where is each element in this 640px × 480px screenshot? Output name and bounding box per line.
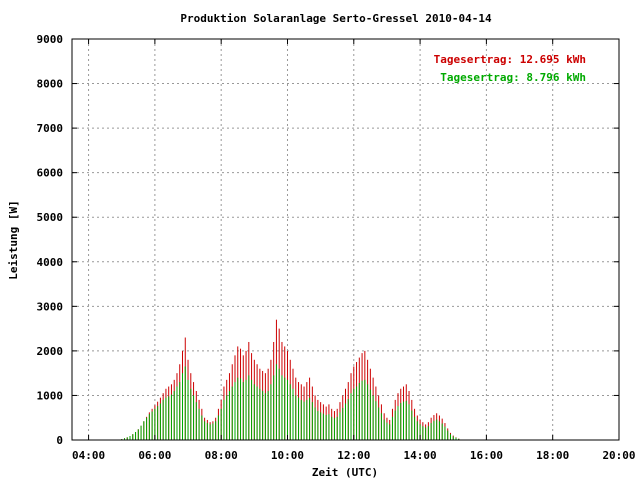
x-tick-label: 14:00 <box>404 449 437 462</box>
y-axis-ticks: 0 1000 2000 3000 4000 5000 6000 7000 8000 9000 <box>37 33 619 447</box>
x-tick-label: 16:00 <box>470 449 503 462</box>
y-tick-label: 8000 <box>37 78 64 91</box>
x-tick-label: 10:00 <box>271 449 304 462</box>
y-tick-label: 0 <box>56 434 63 447</box>
y-tick-label: 1000 <box>37 389 64 402</box>
x-tick-label: 20:00 <box>602 449 635 462</box>
y-tick-label: 5000 <box>37 211 64 224</box>
y-tick-label: 7000 <box>37 122 64 135</box>
x-tick-label: 08:00 <box>205 449 238 462</box>
x-tick-label: 18:00 <box>536 449 569 462</box>
y-axis-label: Leistung [W] <box>7 200 20 279</box>
bars <box>121 319 460 440</box>
x-tick-label: 12:00 <box>337 449 370 462</box>
x-axis-ticks: 04:00 06:00 08:00 10:00 12:00 14:00 16:00 18:00… <box>72 39 636 462</box>
chart-title: Produktion Solaranlage Serto-Gressel 201… <box>180 12 492 25</box>
grid <box>72 39 620 440</box>
legend-entry-green: Tagesertrag: 8.796 kWh <box>440 71 586 84</box>
x-axis-label: Zeit (UTC) <box>312 466 378 479</box>
x-tick-label: 04:00 <box>72 449 105 462</box>
y-tick-label: 3000 <box>37 300 64 313</box>
legend-entry-red: Tagesertrag: 12.695 kWh <box>434 53 586 66</box>
plot-frame <box>71 38 620 441</box>
x-tick-label: 06:00 <box>138 449 171 462</box>
y-tick-label: 6000 <box>37 167 64 180</box>
y-tick-label: 2000 <box>37 345 64 358</box>
y-tick-label: 9000 <box>37 33 64 46</box>
y-tick-label: 4000 <box>37 256 64 269</box>
